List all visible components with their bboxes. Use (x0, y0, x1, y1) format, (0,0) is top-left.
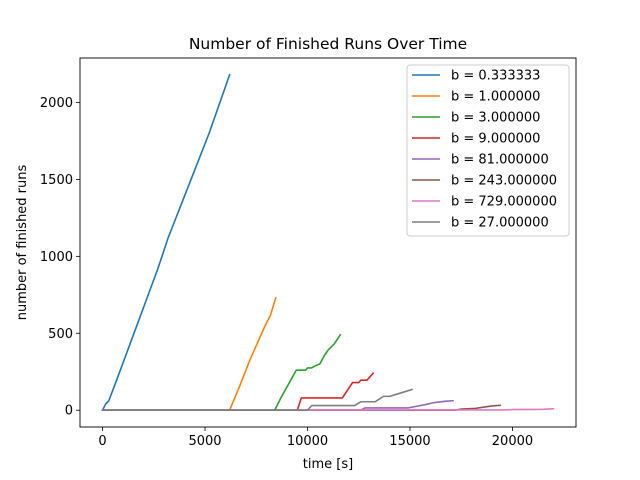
legend-label-b-0-333333: b = 0.333333 (451, 69, 540, 84)
x-tick-label: 15000 (389, 434, 430, 449)
x-tick-label: 20000 (492, 434, 533, 449)
legend: b = 0.333333 b = 1.000000 b = 3.000000 b = … (406, 64, 570, 237)
x-axis-ticks: 0 5000 10000 15000 20000 (98, 427, 533, 449)
legend-items: b = 0.333333 b = 1.000000 b = 3.000000 b = … (412, 69, 557, 231)
x-axis-label: time [s] (303, 457, 353, 472)
x-tick-label: 5000 (188, 434, 221, 449)
y-axis-label: number of finished runs (15, 164, 30, 320)
y-tick-label: 2000 (40, 96, 73, 111)
series-layer (101, 73, 555, 412)
series-line-b-0-333333 (101, 73, 231, 412)
plot-frame (79, 57, 577, 428)
y-tick-label: 1000 (40, 250, 73, 265)
y-tick-label: 500 (48, 327, 73, 342)
series-line-b-3-000000 (101, 333, 342, 412)
x-tick-label: 0 (98, 434, 106, 449)
legend-label-b-1-000000: b = 1.000000 (451, 90, 540, 105)
series-line-b-9-000000 (101, 372, 375, 412)
legend-label-b-9-000000: b = 9.000000 (451, 132, 540, 147)
legend-label-b-3-000000: b = 3.000000 (451, 111, 540, 126)
y-tick-label: 1500 (40, 173, 73, 188)
series-line-b-1-000000 (101, 296, 277, 412)
legend-label-b-27-000000: b = 27.000000 (451, 216, 549, 231)
legend-label-b-81-000000: b = 81.000000 (451, 153, 549, 168)
y-axis-ticks: 0 500 1000 1500 2000 (40, 96, 80, 419)
series-line-b-27-000000 (101, 388, 414, 412)
legend-label-b-243-000000: b = 243.000000 (451, 174, 557, 189)
legend-label-b-729-000000: b = 729.000000 (451, 195, 557, 210)
legend-box (406, 64, 570, 237)
x-tick-label: 10000 (287, 434, 328, 449)
y-tick-label: 0 (65, 404, 73, 419)
chart-title: Number of Finished Runs Over Time (189, 35, 467, 53)
